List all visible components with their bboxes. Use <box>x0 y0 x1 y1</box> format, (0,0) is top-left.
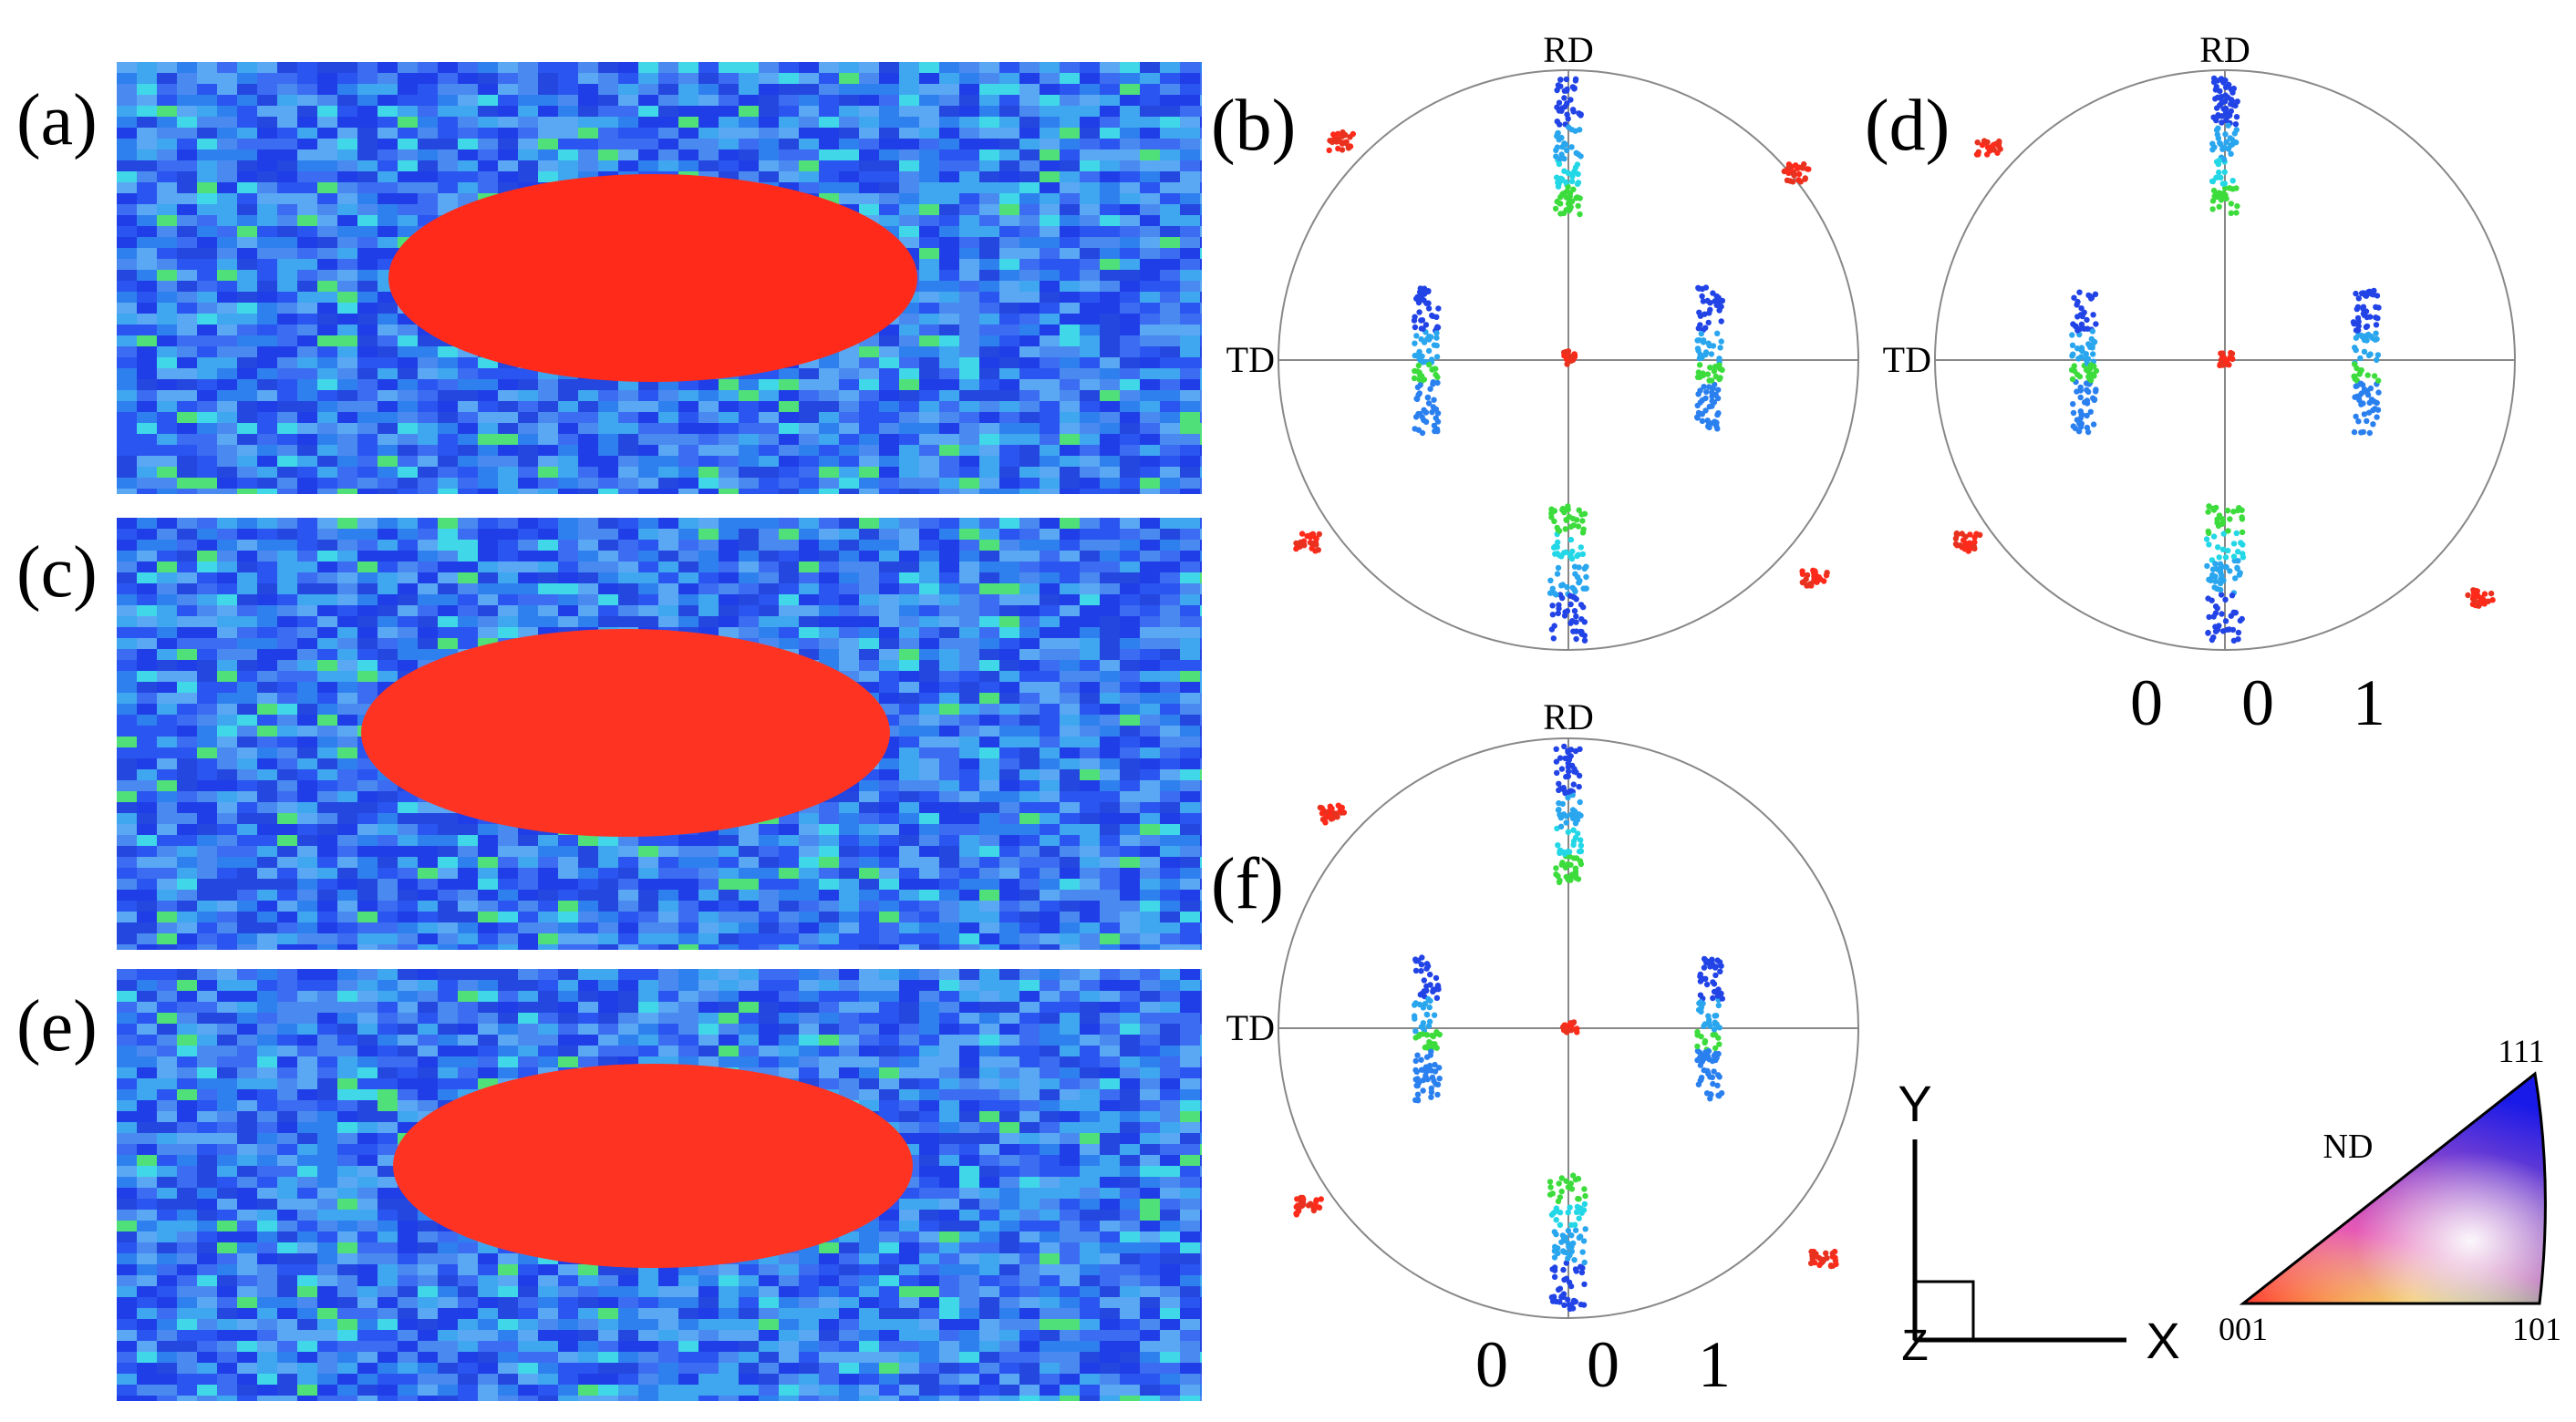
map-e-canvas <box>117 969 1202 1401</box>
pole-figure-d: RD TD <box>1860 18 2535 665</box>
orientation-map-a <box>117 62 1202 494</box>
pole-figure-b: RD TD <box>1204 18 1878 665</box>
ipf-color-key: ND 111 001 101 <box>2207 1003 2571 1386</box>
panel-label-c: (c) <box>16 536 98 609</box>
ipf-label-001: 001 <box>2219 1311 2268 1347</box>
rd-label: RD <box>1543 29 1594 70</box>
y-axis-label: Y <box>1898 1075 1931 1132</box>
ipf-triangle-fill <box>2234 1057 2562 1313</box>
td-label: TD <box>1883 339 1931 380</box>
rd-label: RD <box>2199 29 2250 70</box>
ipf-label-101: 101 <box>2512 1311 2561 1347</box>
red-grain <box>361 629 890 837</box>
map-c-canvas <box>117 518 1202 950</box>
miller-index-d: 0 0 1 <box>2130 665 2416 741</box>
rd-label: RD <box>1543 696 1594 737</box>
ipf-label-nd: ND <box>2323 1128 2374 1166</box>
td-label: TD <box>1226 339 1275 380</box>
red-grain <box>393 1064 913 1268</box>
panel-label-a: (a) <box>16 84 98 157</box>
td-label: TD <box>1226 1007 1275 1048</box>
red-grain <box>388 174 917 382</box>
pole-figure-f: RD TD <box>1204 684 1878 1340</box>
map-a-canvas <box>117 62 1202 494</box>
x-axis-label: X <box>2146 1312 2179 1367</box>
orientation-map-c <box>117 518 1202 950</box>
ipf-label-111: 111 <box>2498 1033 2544 1069</box>
z-axis-label: Z <box>1901 1322 1928 1367</box>
orientation-map-e <box>117 969 1202 1401</box>
coordinate-axes: Y X Z <box>1878 1057 2188 1367</box>
miller-index-f: 0 0 1 <box>1475 1327 1762 1403</box>
panel-label-e: (e) <box>16 990 98 1063</box>
